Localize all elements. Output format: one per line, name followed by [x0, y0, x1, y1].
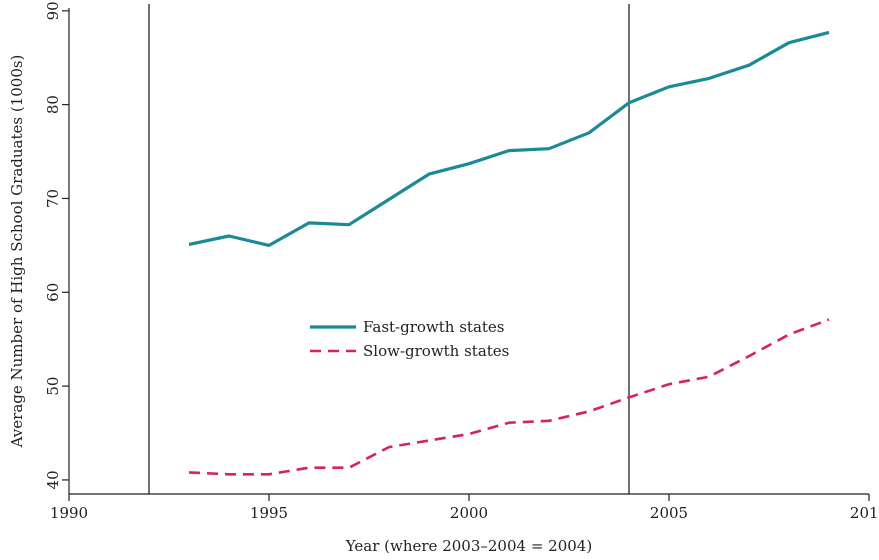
- y-axis-title: Average Number of High School Graduates …: [8, 55, 26, 449]
- y-tick-label: 80: [44, 95, 62, 114]
- y-tick-label: 70: [44, 189, 62, 208]
- x-tick-label: 2005: [650, 504, 688, 522]
- y-ticks: 40 50 60 70 80 90: [44, 1, 69, 489]
- series-line-slow-growth: [188, 318, 830, 476]
- series-group: [188, 30, 830, 476]
- x-tick-label: 2000: [450, 504, 488, 522]
- vertical-reference-lines: [148, 4, 630, 494]
- series-line-fast-growth: [188, 30, 830, 247]
- y-tick-label: 40: [44, 470, 62, 489]
- x-axis-title: Year (where 2003–2004 = 2004): [345, 537, 592, 555]
- x-tick-label: 2010: [850, 504, 879, 522]
- y-tick-label: 90: [44, 1, 62, 20]
- y-tick-label: 60: [44, 283, 62, 302]
- legend-label-fast-growth: Fast-growth states: [363, 318, 505, 336]
- x-tick-label: 1995: [250, 504, 288, 522]
- x-ticks: 1990 1995 2000 2005 2010: [50, 494, 879, 522]
- y-tick-label: 50: [44, 377, 62, 396]
- legend-label-slow-growth: Slow-growth states: [363, 342, 509, 360]
- x-tick-label: 1990: [50, 504, 88, 522]
- legend: Fast-growth states Slow-growth states: [310, 318, 509, 360]
